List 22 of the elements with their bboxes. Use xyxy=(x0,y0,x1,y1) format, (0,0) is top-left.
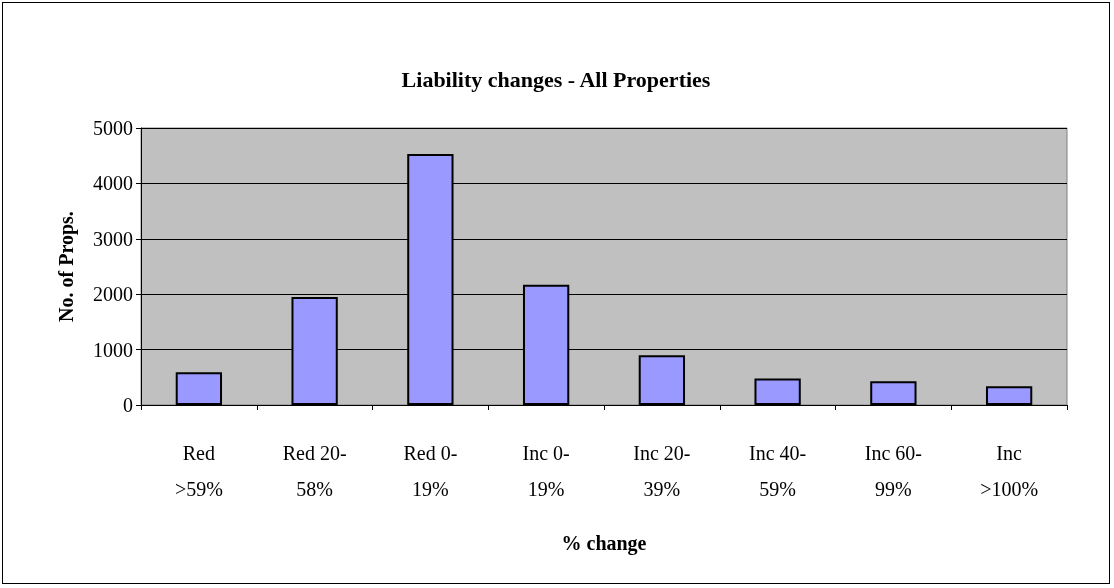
bar xyxy=(175,372,223,405)
y-tick-label: 4000 xyxy=(93,172,133,195)
bar xyxy=(754,378,801,405)
bar xyxy=(985,386,1033,405)
bar xyxy=(870,381,917,405)
x-tick-label: Red >59% xyxy=(174,442,223,500)
x-tick-label: Red 20- 58% xyxy=(282,442,347,500)
y-axis-title: No. of Props. xyxy=(55,211,78,322)
chart-title: Liability changes - All Properties xyxy=(401,66,711,92)
bar xyxy=(638,355,686,405)
x-tick-label: Red 0- 19% xyxy=(403,442,458,500)
x-tick-label: Inc 40- 59% xyxy=(749,442,807,500)
y-tick-label: 1000 xyxy=(93,338,133,361)
y-tick-label: 0 xyxy=(123,394,133,416)
x-tick-label: Inc 0- 19% xyxy=(522,442,570,500)
x-tick-label: Inc >100% xyxy=(980,442,1039,500)
y-tick-label: 5000 xyxy=(93,117,133,139)
x-tick-label: Inc 20- 39% xyxy=(633,442,691,500)
y-tick-label: 3000 xyxy=(93,227,133,250)
x-axis-title: % change xyxy=(561,532,647,555)
x-tick-label: Inc 60- 99% xyxy=(864,442,922,500)
y-tick-label: 2000 xyxy=(93,283,133,306)
